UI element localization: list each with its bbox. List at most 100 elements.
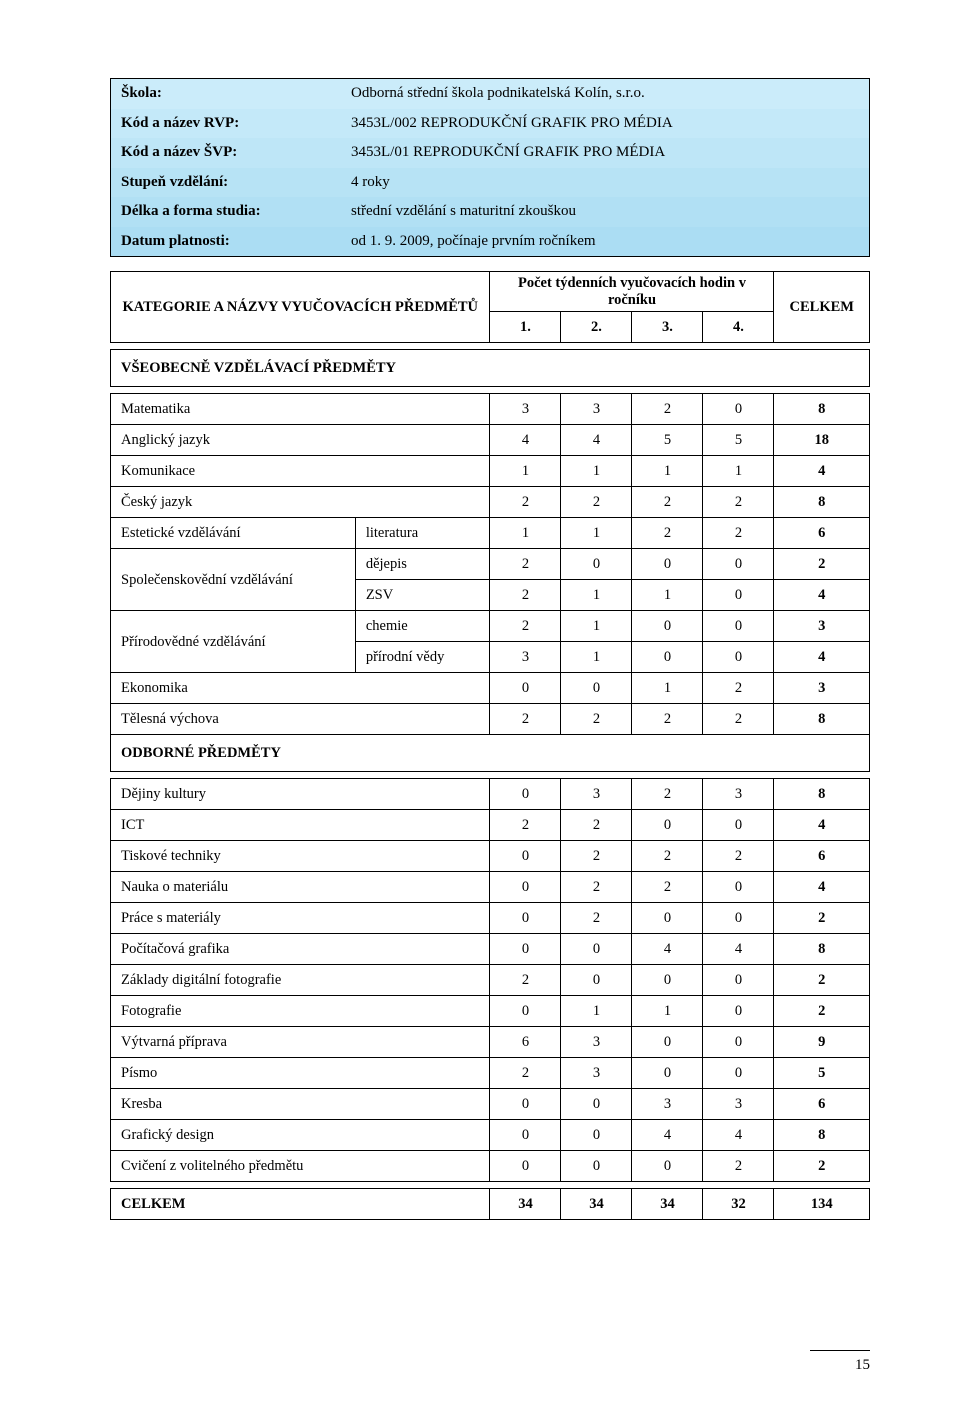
hours-cell: 2 <box>490 580 561 611</box>
table-row: Ekonomika00123 <box>111 673 870 704</box>
hours-cell: 0 <box>561 934 632 965</box>
hours-cell: 2 <box>632 872 703 903</box>
hours-cell: 1 <box>490 456 561 487</box>
hours-cell: 0 <box>561 549 632 580</box>
total-cell: 4 <box>774 872 870 903</box>
info-value: 3453L/002 REPRODUKČNÍ GRAFIK PRO MÉDIA <box>341 109 870 139</box>
subject-sublabel: dějepis <box>355 549 490 580</box>
hours-cell: 1 <box>703 456 774 487</box>
info-value: 4 roky <box>341 168 870 198</box>
hours-cell: 0 <box>703 549 774 580</box>
hours-cell: 4 <box>632 1120 703 1151</box>
subject-label: Přírodovědné vzdělávání <box>111 611 356 673</box>
hours-cell: 0 <box>490 996 561 1027</box>
table-gap <box>111 343 870 350</box>
section-title: VŠEOBECNĚ VZDĚLÁVACÍ PŘEDMĚTY <box>111 350 870 387</box>
hours-cell: 0 <box>632 903 703 934</box>
total-cell: 8 <box>774 1120 870 1151</box>
section-title: ODBORNÉ PŘEDMĚTY <box>111 735 870 772</box>
table-row: Nauka o materiálu02204 <box>111 872 870 903</box>
curriculum-table: KATEGORIE A NÁZVY VYUČOVACÍCH PŘEDMĚTŮ P… <box>110 271 870 1220</box>
totals-cell: 32 <box>703 1189 774 1220</box>
subject-label: Práce s materiály <box>111 903 490 934</box>
hours-cell: 0 <box>490 903 561 934</box>
subject-label: Komunikace <box>111 456 490 487</box>
table-row: Přírodovědné vzděláváníchemie21003 <box>111 611 870 642</box>
hours-cell: 0 <box>490 1120 561 1151</box>
table-row: Kresba00336 <box>111 1089 870 1120</box>
subject-label: Tělesná výchova <box>111 704 490 735</box>
hours-cell: 0 <box>703 580 774 611</box>
table-gap <box>111 387 870 394</box>
hours-cell: 3 <box>561 394 632 425</box>
hours-cell: 0 <box>490 872 561 903</box>
info-label: Stupeň vzdělání: <box>111 168 342 198</box>
hours-cell: 2 <box>561 841 632 872</box>
hours-cell: 4 <box>490 425 561 456</box>
table-row: Grafický design00448 <box>111 1120 870 1151</box>
hours-cell: 0 <box>490 1089 561 1120</box>
hours-cell: 2 <box>490 1058 561 1089</box>
subject-label: Anglický jazyk <box>111 425 490 456</box>
hours-cell: 2 <box>561 487 632 518</box>
hours-cell: 1 <box>632 580 703 611</box>
info-label: Datum platnosti: <box>111 227 342 257</box>
hours-cell: 2 <box>632 779 703 810</box>
hours-cell: 0 <box>703 394 774 425</box>
subject-label: ICT <box>111 810 490 841</box>
hours-cell: 2 <box>703 487 774 518</box>
hours-cell: 4 <box>703 1120 774 1151</box>
subject-label: Nauka o materiálu <box>111 872 490 903</box>
hours-cell: 3 <box>490 642 561 673</box>
hours-cell: 0 <box>632 1027 703 1058</box>
hours-cell: 0 <box>703 1027 774 1058</box>
hours-cell: 0 <box>632 611 703 642</box>
table-row: Společenskovědní vzdělávánídějepis20002 <box>111 549 870 580</box>
hours-cell: 3 <box>561 1058 632 1089</box>
header-main: KATEGORIE A NÁZVY VYUČOVACÍCH PŘEDMĚTŮ <box>111 272 490 343</box>
hours-cell: 1 <box>561 996 632 1027</box>
hours-cell: 4 <box>561 425 632 456</box>
total-cell: 9 <box>774 1027 870 1058</box>
hours-cell: 0 <box>561 1120 632 1151</box>
table-row: Anglický jazyk445518 <box>111 425 870 456</box>
page: Škola:Odborná střední škola podnikatelsk… <box>0 0 960 1414</box>
hours-cell: 0 <box>561 673 632 704</box>
info-value: 3453L/01 REPRODUKČNÍ GRAFIK PRO MÉDIA <box>341 138 870 168</box>
info-value: od 1. 9. 2009, počínaje prvním ročníkem <box>341 227 870 257</box>
hours-cell: 2 <box>561 704 632 735</box>
table-row: ICT22004 <box>111 810 870 841</box>
hours-cell: 3 <box>490 394 561 425</box>
hours-cell: 2 <box>632 487 703 518</box>
table-row: Matematika33208 <box>111 394 870 425</box>
hours-cell: 2 <box>490 549 561 580</box>
hours-cell: 0 <box>703 965 774 996</box>
subject-label: Cvičení z volitelného předmětu <box>111 1151 490 1182</box>
total-cell: 8 <box>774 934 870 965</box>
table-row: Výtvarná příprava63009 <box>111 1027 870 1058</box>
subject-label: Estetické vzdělávání <box>111 518 356 549</box>
total-cell: 8 <box>774 704 870 735</box>
hours-cell: 0 <box>703 810 774 841</box>
hours-cell: 0 <box>703 996 774 1027</box>
hours-cell: 2 <box>561 872 632 903</box>
subject-sublabel: ZSV <box>355 580 490 611</box>
hours-cell: 2 <box>632 704 703 735</box>
info-value: Odborná střední škola podnikatelská Kolí… <box>341 79 870 109</box>
total-cell: 8 <box>774 779 870 810</box>
total-cell: 4 <box>774 642 870 673</box>
table-row: Komunikace11114 <box>111 456 870 487</box>
table-row: Základy digitální fotografie20002 <box>111 965 870 996</box>
header-year: 3. <box>632 312 703 343</box>
hours-cell: 0 <box>632 965 703 996</box>
total-cell: 4 <box>774 456 870 487</box>
hours-cell: 1 <box>632 456 703 487</box>
subject-label: Matematika <box>111 394 490 425</box>
hours-cell: 4 <box>632 934 703 965</box>
hours-cell: 2 <box>703 1151 774 1182</box>
hours-cell: 0 <box>703 1058 774 1089</box>
hours-cell: 0 <box>632 642 703 673</box>
total-cell: 3 <box>774 673 870 704</box>
hours-cell: 1 <box>561 518 632 549</box>
subject-label: Kresba <box>111 1089 490 1120</box>
